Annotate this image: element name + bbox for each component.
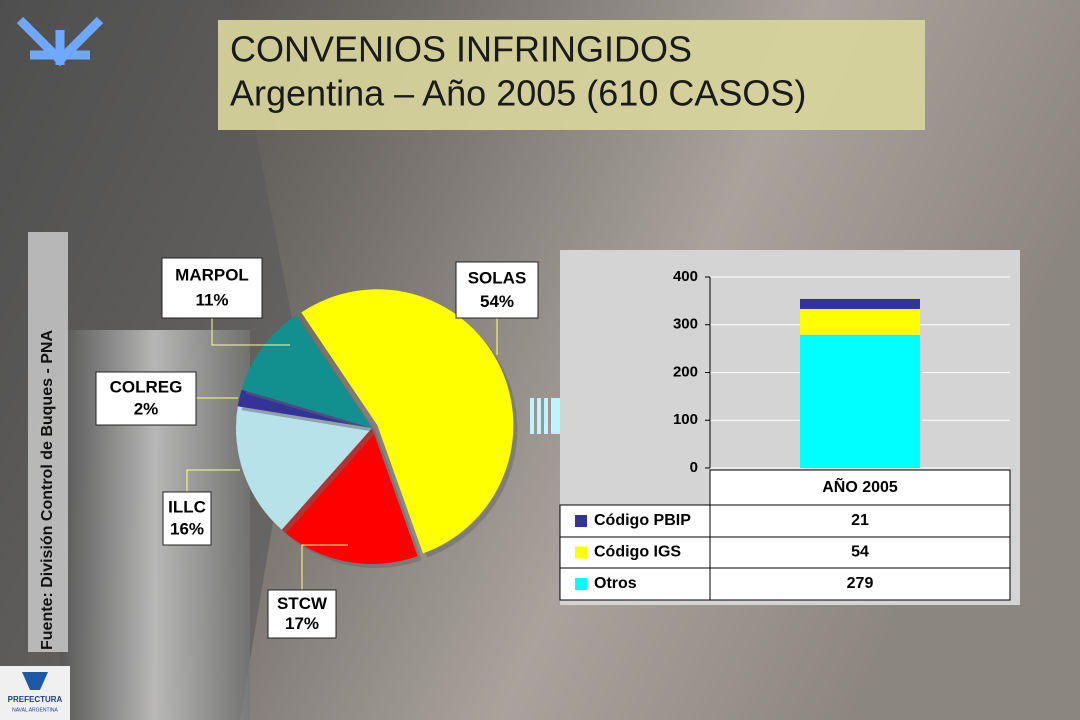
slice-label: COLREG <box>110 377 183 396</box>
logo-text: NAVAL ARGENTINA <box>12 707 58 713</box>
subtitle: Argentina – Año 2005 (610 CASOS) <box>230 73 806 114</box>
slice-value: 54% <box>480 292 514 311</box>
slice-label: MARPOL <box>175 265 249 284</box>
label-box <box>267 589 337 639</box>
y-tick-label: 0 <box>690 459 698 476</box>
title: CONVENIOS INFRINGIDOS <box>230 29 692 70</box>
slice-label: SOLAS <box>468 268 527 287</box>
label-box <box>161 257 263 319</box>
slice-value: 16% <box>170 520 204 539</box>
table-cell <box>709 567 1011 601</box>
label-box <box>162 491 212 546</box>
y-tick-label: 300 <box>673 316 698 333</box>
slice-value: 11% <box>195 291 228 310</box>
bar-segment <box>800 298 920 309</box>
legend-label: Otros <box>594 575 637 592</box>
label-box <box>95 371 197 426</box>
y-tick-label: 400 <box>673 268 698 285</box>
label-box <box>455 261 539 319</box>
title-box <box>218 20 925 130</box>
legend-label: Código PBIP <box>594 512 691 529</box>
source: Fuente: División Control de Buques - PNA <box>39 330 56 650</box>
pie-slice <box>241 315 372 428</box>
table-header: AÑO 2005 <box>822 476 898 496</box>
legend-swatch <box>575 578 587 590</box>
emblem <box>16 16 104 67</box>
legend-swatch <box>575 546 587 559</box>
slice-value: 17% <box>285 614 319 633</box>
table-value: 54 <box>851 544 869 561</box>
slice-label: STCW <box>277 594 328 613</box>
y-tick-label: 200 <box>673 363 698 380</box>
slice-value: 2% <box>134 400 159 419</box>
bar-segment <box>800 334 920 468</box>
bar-segment <box>800 308 920 335</box>
table-value: 279 <box>847 575 874 592</box>
table-cell <box>709 469 1011 506</box>
pie-slice <box>281 428 418 564</box>
legend-label: Código IGS <box>594 544 681 561</box>
pie-slice <box>236 406 372 530</box>
logo-mark <box>22 672 48 690</box>
legend-swatch <box>575 515 587 527</box>
table-value: 21 <box>851 512 869 529</box>
table-cell <box>709 536 1011 569</box>
source-box <box>28 232 68 652</box>
pie-slice <box>301 289 514 554</box>
y-tick-label: 100 <box>673 411 698 428</box>
logo-text: PREFECTURA <box>8 695 63 704</box>
table-cell <box>709 504 1011 538</box>
slice-label: ILLC <box>168 497 206 516</box>
leader-line <box>211 318 290 346</box>
